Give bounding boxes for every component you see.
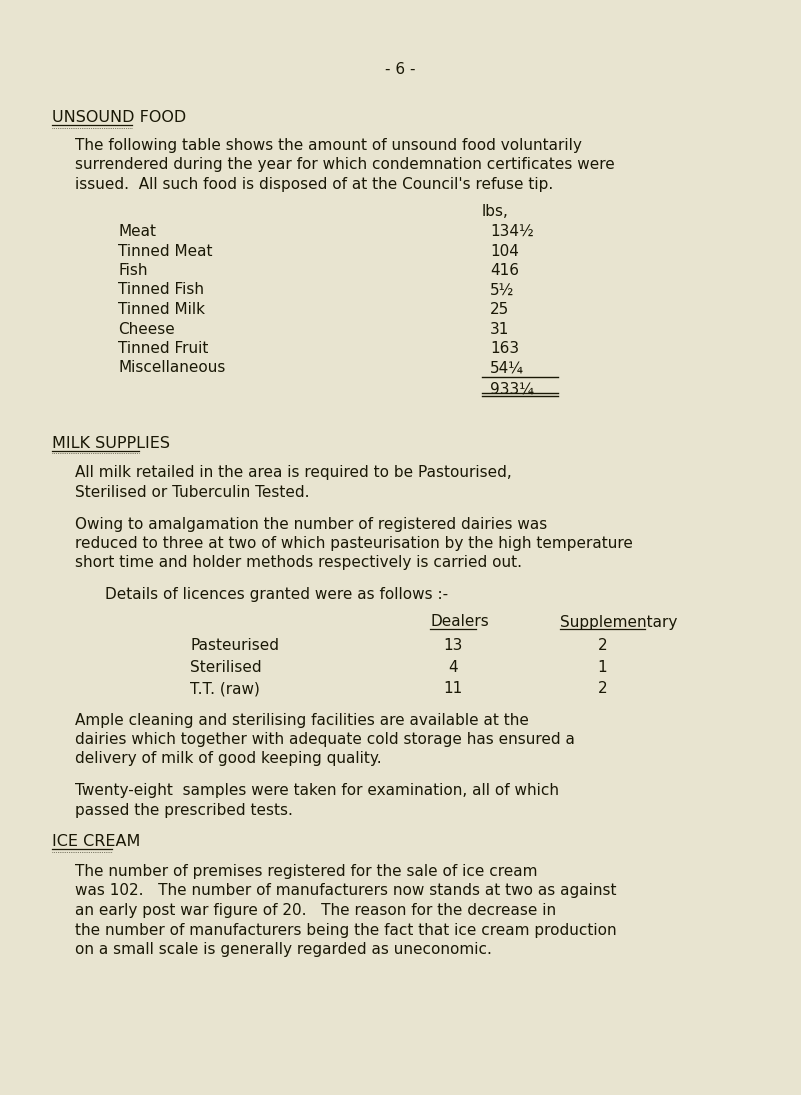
Text: 2: 2 (598, 681, 607, 696)
Text: lbs,: lbs, (482, 205, 509, 219)
Text: 416: 416 (490, 263, 519, 278)
Text: T.T. (raw): T.T. (raw) (190, 681, 260, 696)
Text: 163: 163 (490, 341, 519, 356)
Text: Tinned Milk: Tinned Milk (118, 302, 205, 316)
Text: dairies which together with adequate cold storage has ensured a: dairies which together with adequate col… (75, 731, 575, 747)
Text: Dealers: Dealers (430, 614, 489, 630)
Text: Meat: Meat (118, 224, 156, 239)
Text: Details of licences granted were as follows :-: Details of licences granted were as foll… (105, 587, 448, 602)
Text: issued.  All such food is disposed of at the Council's refuse tip.: issued. All such food is disposed of at … (75, 177, 553, 192)
Text: Fish: Fish (118, 263, 147, 278)
Text: an early post war figure of 20.   The reason for the decrease in: an early post war figure of 20. The reas… (75, 903, 556, 918)
Text: Sterilised or Tuberculin Tested.: Sterilised or Tuberculin Tested. (75, 485, 309, 500)
Text: UNSOUND FOOD: UNSOUND FOOD (52, 110, 187, 125)
Text: The number of premises registered for the sale of ice cream: The number of premises registered for th… (75, 864, 537, 879)
Text: 31: 31 (490, 322, 509, 336)
Text: Owing to amalgamation the number of registered dairies was: Owing to amalgamation the number of regi… (75, 517, 547, 531)
Text: 25: 25 (490, 302, 509, 316)
Text: 104: 104 (490, 243, 519, 258)
Text: All milk retailed in the area is required to be Pastourised,: All milk retailed in the area is require… (75, 465, 512, 481)
Text: 1: 1 (598, 659, 607, 675)
Text: 11: 11 (443, 681, 462, 696)
Text: Tinned Fish: Tinned Fish (118, 283, 204, 298)
Text: Supplementary: Supplementary (560, 614, 678, 630)
Text: Miscellaneous: Miscellaneous (118, 360, 225, 376)
Text: Pasteurised: Pasteurised (190, 638, 279, 653)
Text: 2: 2 (598, 638, 607, 653)
Text: Sterilised: Sterilised (190, 659, 262, 675)
Text: Ample cleaning and sterilising facilities are available at the: Ample cleaning and sterilising facilitie… (75, 713, 529, 727)
Text: Tinned Fruit: Tinned Fruit (118, 341, 208, 356)
Text: surrendered during the year for which condemnation certificates were: surrendered during the year for which co… (75, 158, 614, 173)
Text: - 6 -: - 6 - (385, 62, 416, 77)
Text: passed the prescribed tests.: passed the prescribed tests. (75, 803, 293, 818)
Text: 13: 13 (443, 638, 462, 653)
Text: Tinned Meat: Tinned Meat (118, 243, 212, 258)
Text: 134½: 134½ (490, 224, 533, 239)
Text: 4: 4 (448, 659, 457, 675)
Text: 5½: 5½ (490, 283, 514, 298)
Text: MILK SUPPLIES: MILK SUPPLIES (52, 436, 170, 450)
Text: the number of manufacturers being the fact that ice cream production: the number of manufacturers being the fa… (75, 922, 617, 937)
Text: short time and holder methods respectively is carried out.: short time and holder methods respective… (75, 555, 522, 570)
Text: 54¼: 54¼ (490, 360, 524, 376)
Text: ICE CREAM: ICE CREAM (52, 834, 140, 849)
Text: on a small scale is generally regarded as uneconomic.: on a small scale is generally regarded a… (75, 942, 492, 957)
Text: Twenty-eight  samples were taken for examination, all of which: Twenty-eight samples were taken for exam… (75, 783, 559, 798)
Text: reduced to three at two of which pasteurisation by the high temperature: reduced to three at two of which pasteur… (75, 535, 633, 551)
Text: delivery of milk of good keeping quality.: delivery of milk of good keeping quality… (75, 751, 381, 766)
Text: The following table shows the amount of unsound food voluntarily: The following table shows the amount of … (75, 138, 582, 153)
Text: 933¼: 933¼ (490, 382, 534, 397)
Text: Cheese: Cheese (118, 322, 175, 336)
Text: was 102.   The number of manufacturers now stands at two as against: was 102. The number of manufacturers now… (75, 884, 617, 899)
